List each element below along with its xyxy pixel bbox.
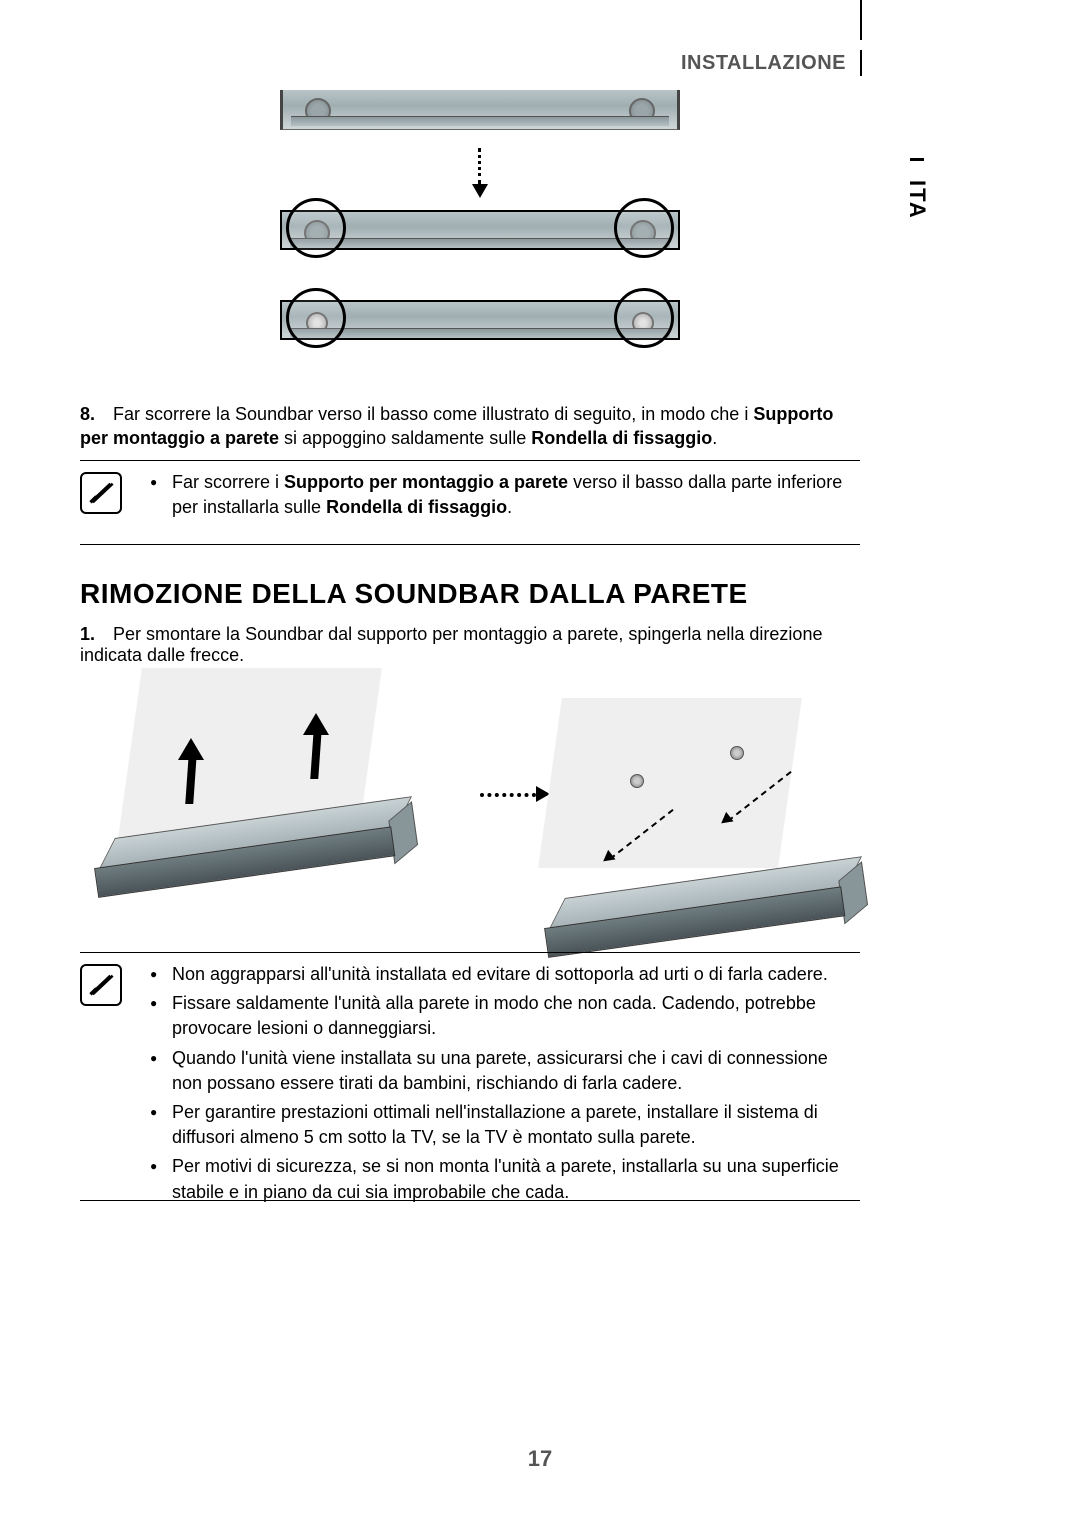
up-arrow-2 xyxy=(300,713,330,783)
header-vline xyxy=(860,50,862,76)
divider-4 xyxy=(80,1200,860,1201)
step-8-body: Far scorrere la Soundbar verso il basso … xyxy=(80,404,833,448)
divider-1 xyxy=(80,460,860,461)
step-8-number: 8. xyxy=(80,402,108,426)
header: INSTALLAZIONE xyxy=(681,50,862,76)
highlight-circle-left xyxy=(286,198,346,258)
highlight-circle-right-2 xyxy=(614,288,674,348)
note-2-item-3: Per garantire prestazioni ottimali nell'… xyxy=(150,1100,860,1150)
note-block-2: Non aggrapparsi all'unità installata ed … xyxy=(80,962,860,1209)
wall-screw-2 xyxy=(730,746,744,760)
divider-2 xyxy=(80,544,860,545)
highlight-circle-left-2 xyxy=(286,288,346,348)
note-2-list: Non aggrapparsi all'unità installata ed … xyxy=(150,962,860,1209)
note-icon-2 xyxy=(80,964,122,1006)
soundbar-bottom-view xyxy=(280,300,680,340)
soundbar-mid-view xyxy=(280,210,680,250)
note-2-item-1: Fissare saldamente l'unità alla parete i… xyxy=(150,991,860,1041)
down-arrow-line xyxy=(478,148,481,184)
removal-diagram xyxy=(80,658,860,958)
divider-3 xyxy=(80,952,860,953)
removal-panel-left xyxy=(90,658,450,928)
removal-heading: RIMOZIONE DELLA SOUNDBAR DALLA PARETE xyxy=(80,578,748,610)
up-arrow-1 xyxy=(175,738,205,808)
wall-screw-1 xyxy=(630,774,644,788)
step-8-text: 8. Far scorrere la Soundbar verso il bas… xyxy=(80,402,860,451)
removal-step-1-number: 1. xyxy=(80,624,108,645)
highlight-circle-right xyxy=(614,198,674,258)
soundbar-top-view xyxy=(280,90,680,130)
language-tab: ITA xyxy=(904,180,930,220)
note-2-item-0: Non aggrapparsi all'unità installata ed … xyxy=(150,962,860,987)
note-block-1: Far scorrere i Supporto per montaggio a … xyxy=(80,470,860,524)
section-title: INSTALLAZIONE xyxy=(681,52,860,75)
page-number: 17 xyxy=(0,1446,1080,1472)
note-1-item: Far scorrere i Supporto per montaggio a … xyxy=(150,470,860,520)
note-2-item-2: Quando l'unità viene installata su una p… xyxy=(150,1046,860,1096)
note-icon xyxy=(80,472,122,514)
note-2-item-4: Per motivi di sicurezza, se si non monta… xyxy=(150,1154,860,1204)
mounting-diagram xyxy=(280,90,680,390)
removal-panel-right xyxy=(510,688,870,958)
note-1-list: Far scorrere i Supporto per montaggio a … xyxy=(150,470,860,524)
header-divider-line xyxy=(860,0,862,40)
down-arrow-head xyxy=(472,184,488,198)
